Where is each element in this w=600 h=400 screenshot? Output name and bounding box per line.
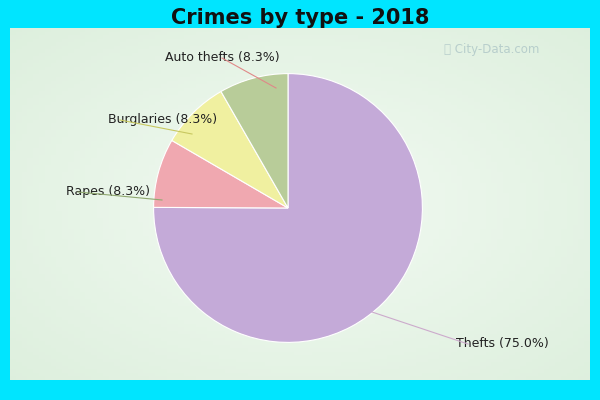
Text: ⓘ City-Data.com: ⓘ City-Data.com [445,44,539,56]
Wedge shape [221,74,288,208]
Text: Rapes (8.3%): Rapes (8.3%) [66,186,150,198]
Text: Crimes by type - 2018: Crimes by type - 2018 [171,8,429,28]
Text: Auto thefts (8.3%): Auto thefts (8.3%) [164,52,280,64]
Text: Thefts (75.0%): Thefts (75.0%) [456,338,549,350]
Wedge shape [172,92,288,208]
Text: Burglaries (8.3%): Burglaries (8.3%) [108,114,217,126]
Wedge shape [154,140,288,208]
Wedge shape [154,74,422,342]
